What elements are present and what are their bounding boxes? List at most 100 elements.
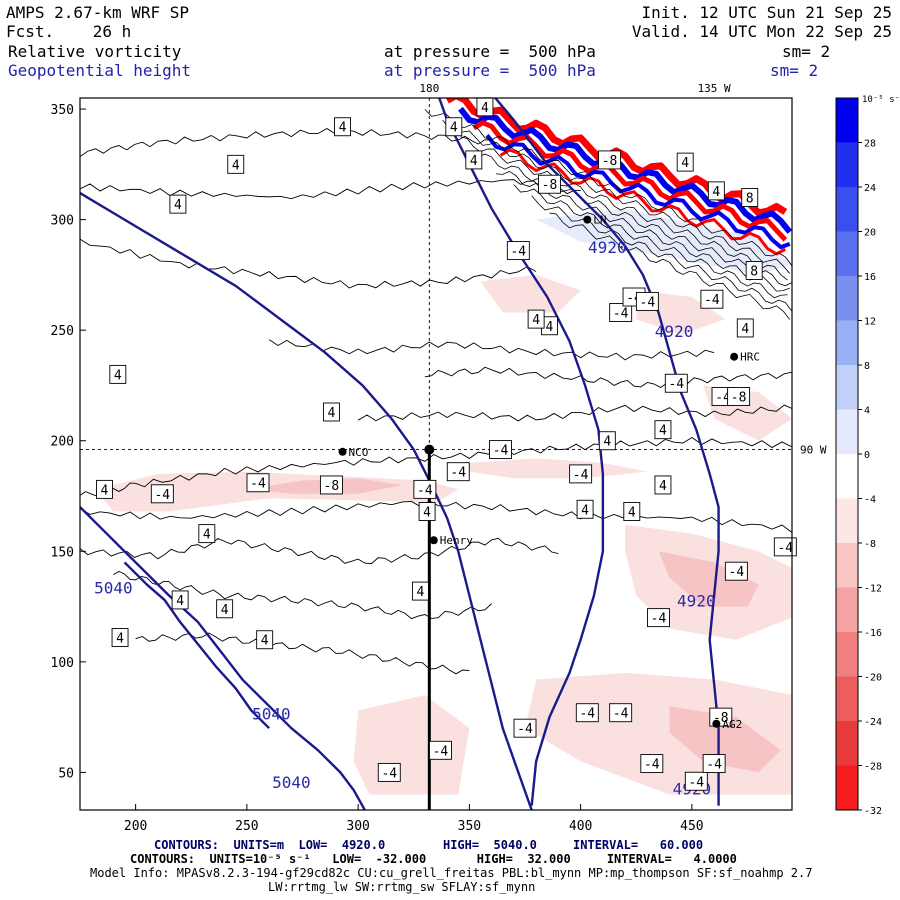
vorticity-label: -8 [731, 391, 747, 406]
vorticity-label: -4 [668, 377, 684, 392]
y-tick-label: 350 [51, 103, 74, 118]
vorticity-label-box [664, 373, 688, 393]
colorbar-tick-label: 28 [864, 139, 876, 150]
vorticity-label: -4 [433, 744, 449, 759]
colorbar-tick-label: -8 [864, 539, 876, 550]
y-tick-label: 250 [51, 324, 74, 339]
vorticity-label: 4 [628, 505, 636, 520]
vorticity-label: 4 [261, 634, 269, 649]
field2-level: at pressure = 500 hPa [384, 61, 596, 80]
vorticity-label-box [635, 291, 659, 311]
colorbar-tick-label: 16 [864, 272, 876, 283]
vorticity-label: 4 [328, 406, 336, 421]
vorticity-label-box [773, 537, 797, 557]
vorticity-label: -4 [573, 468, 589, 483]
model-info: Model Info: MPASv8.2.3-194-gf29cd82c CU:… [90, 866, 813, 880]
vorticity-fill-2 [469, 458, 648, 479]
vorticity-contour-line-1 [80, 179, 581, 200]
vorticity-label: 4 [450, 121, 458, 136]
height-contour-label: 4920 [655, 322, 694, 341]
y-tick-label: 300 [51, 214, 74, 229]
colorbar-segment [836, 98, 858, 143]
vorticity-label: -4 [651, 612, 667, 627]
vorticity-label: -4 [250, 477, 266, 492]
colorbar-tick-label: -12 [864, 584, 882, 595]
vorticity-label: 4 [681, 156, 689, 171]
vorticity-contour-layer [80, 128, 792, 675]
x-tick-label: 350 [458, 819, 481, 834]
colorbar-segment [836, 365, 858, 410]
vorticity-label-box [109, 364, 127, 384]
vorticity-label: 4 [116, 632, 124, 647]
vorticity-label: -4 [644, 758, 660, 773]
vorticity-label: 4 [339, 121, 347, 136]
vorticity-label: -4 [688, 775, 704, 790]
vorticity-label-box [609, 703, 633, 723]
vorticity-label-box [411, 581, 429, 601]
colorbar-tick-label: -16 [864, 628, 882, 639]
vorticity-band-contour-2 [460, 136, 788, 281]
x-tick-label: 200 [124, 819, 147, 834]
vorticity-label: 4 [174, 198, 182, 213]
station-dot-henry [429, 536, 438, 545]
forecast-hour: Fcst. 26 h [6, 22, 132, 41]
vorticity-label: -4 [381, 766, 397, 781]
vorticity-label-box [527, 309, 545, 329]
vorticity-contour-line-8 [357, 404, 792, 422]
height-contour-4920-1 [437, 98, 605, 806]
vorticity-label: 4 [101, 483, 109, 498]
vorticity-contour-line-10 [268, 339, 715, 361]
vorticity-label-box [702, 754, 726, 774]
vorticity-contour-line-3 [80, 500, 792, 533]
vorticity-label: -4 [729, 565, 745, 580]
colorbar-tick-label: -4 [864, 495, 876, 506]
vorticity-label: 4 [603, 435, 611, 450]
vorticity-label: 4 [423, 505, 431, 520]
vorticity-label-box [256, 630, 274, 650]
vorticity-label: -4 [613, 707, 629, 722]
colorbar-tick-label: 4 [864, 406, 870, 417]
vorticity-label: 4 [712, 185, 720, 200]
vorticity-label: -4 [517, 722, 533, 737]
vorticity-label-box [96, 479, 113, 499]
vorticity-label: 4 [417, 585, 425, 600]
valid-time: Valid. 14 UTC Mon 22 Sep 25 [631, 22, 892, 41]
colorbar-segment [836, 276, 858, 321]
vorticity-band-contour-5 [513, 184, 788, 299]
station-dot-ln [583, 215, 592, 224]
vorticity-label-box [513, 718, 537, 738]
colorbar-segment [836, 498, 858, 544]
y-tick-label: 200 [51, 435, 74, 450]
vorticity-label-box [334, 117, 351, 137]
field1-name: Relative vorticity [8, 42, 182, 61]
vorticity-label: 4 [221, 603, 229, 618]
vorticity-contour-line-9 [80, 238, 537, 289]
vorticity-label-box [506, 241, 530, 261]
colorbar-segment [836, 765, 858, 811]
height-contour-4980-2 [80, 192, 533, 810]
station-layer: NCO Henry HRC AG2 LN [338, 214, 760, 731]
vorticity-label: -4 [493, 444, 509, 459]
x-tick-label: 450 [680, 819, 703, 834]
height-contour-label: 4920 [677, 592, 716, 611]
x-tick-label: 400 [569, 819, 592, 834]
vorticity-label: 4 [741, 322, 749, 337]
station-label-henry: Henry [440, 534, 473, 547]
meridian-label: 180 [419, 82, 439, 95]
height-contour-label: 5040 [94, 578, 133, 597]
vorticity-label-box [684, 771, 708, 791]
station-label-ag2: AG2 [722, 718, 742, 731]
vorticity-label: 4 [659, 424, 667, 439]
vorticity-contour-line-6 [135, 632, 470, 675]
vorticity-label: 8 [750, 264, 758, 279]
station-dot-nco [338, 447, 347, 456]
model-info-2: LW:rrtmg_lw SW:rrtmg_sw SFLAY:sf_mynn [268, 880, 536, 894]
vorticity-label-box [741, 188, 759, 207]
vorticity-label-box [745, 261, 763, 280]
vorticity-label: -8 [542, 178, 558, 193]
vorticity-label-box [377, 762, 401, 782]
vorticity-label: -4 [417, 483, 433, 498]
vorticity-label-box [413, 479, 437, 499]
vorticity-band-contour-3 [478, 153, 792, 287]
height-contour-5040-3 [80, 506, 366, 810]
